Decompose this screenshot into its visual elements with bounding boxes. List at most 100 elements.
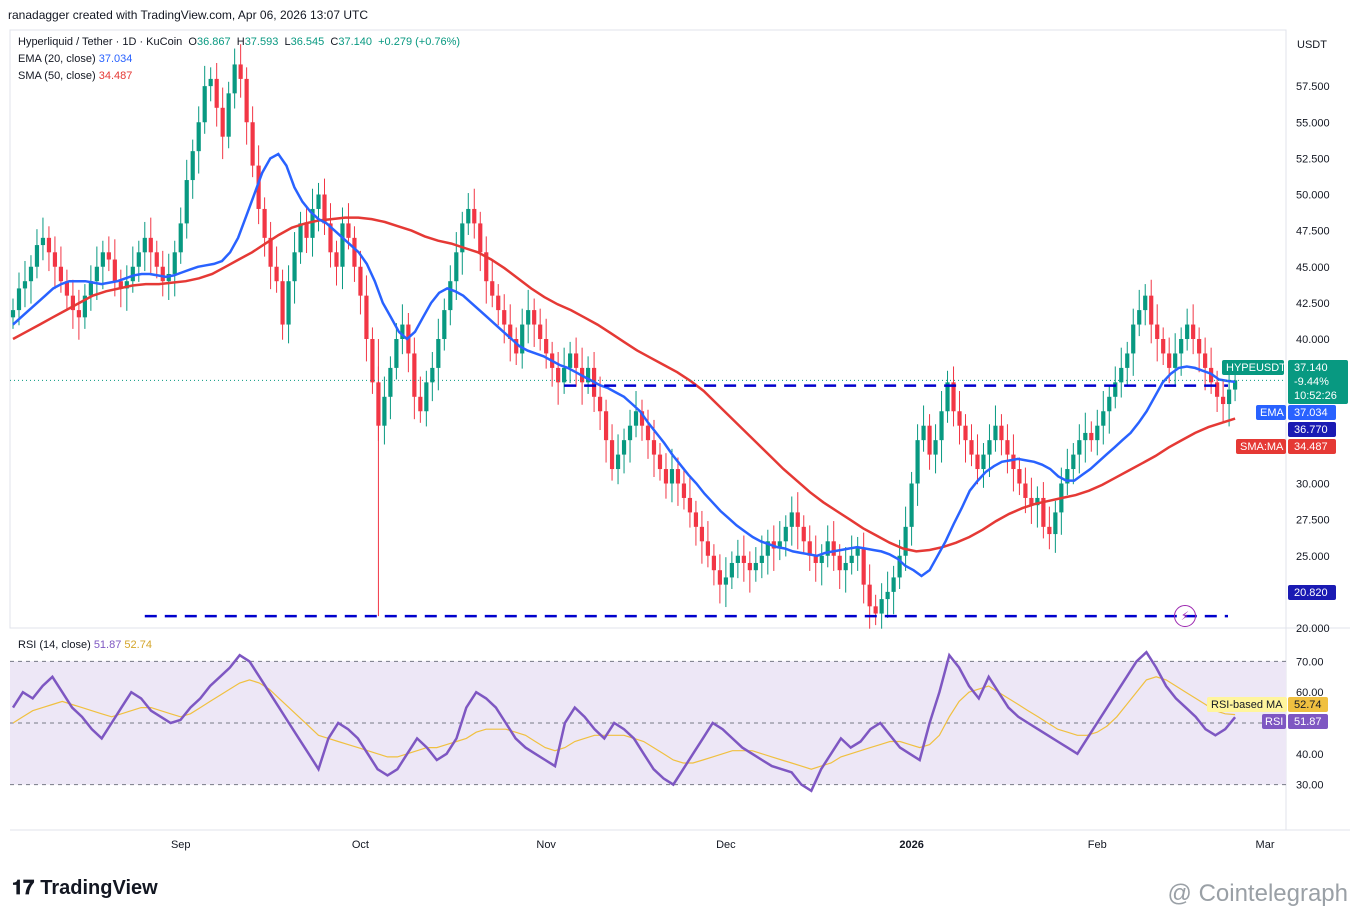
- candle-body: [999, 425, 1004, 441]
- price-tick-label: 45.000: [1296, 262, 1330, 274]
- candle-body: [861, 548, 866, 585]
- rsi-ma-value-tag-label: 52.74: [1294, 699, 1322, 711]
- sma-legend[interactable]: SMA (50, close) 34.487: [18, 70, 133, 82]
- candle-body: [16, 288, 22, 311]
- ema-value-tag-label: 37.034: [1294, 407, 1328, 419]
- candle-body: [633, 411, 639, 426]
- price-pane-frame: [9, 29, 1287, 629]
- candle-body: [58, 266, 64, 282]
- candle-body: [10, 310, 16, 318]
- candle-body: [424, 382, 429, 412]
- candle-body: [981, 454, 986, 470]
- candle-body: [334, 252, 339, 267]
- candle-body: [639, 411, 645, 426]
- rsi-ma-name-tag-label: RSI-based MA: [1211, 699, 1283, 711]
- candle-body: [82, 295, 87, 318]
- ema-legend[interactable]: EMA (20, close) 37.034: [18, 53, 133, 65]
- candle-body: [304, 223, 309, 238]
- candle-body: [400, 324, 405, 339]
- rsi-value-tag: [1288, 714, 1328, 729]
- price-tag-value: 37.140: [1294, 362, 1328, 374]
- candle-body: [789, 512, 794, 527]
- candle-body: [1215, 382, 1220, 397]
- candle-body: [244, 78, 249, 123]
- candle-body: [1226, 389, 1232, 405]
- price-tick-label: 52.500: [1296, 153, 1330, 165]
- candle-body: [490, 281, 495, 296]
- candle-body: [843, 562, 848, 571]
- candle-body: [819, 555, 824, 563]
- symbol-label[interactable]: Hyperliquid / Tether · 1D · KuCoin: [18, 36, 183, 48]
- cointelegraph-watermark: @ Cointelegraph: [1167, 880, 1348, 907]
- candle-body: [1089, 432, 1094, 441]
- candle-body: [669, 469, 675, 484]
- tradingview-brand: TradingView: [40, 877, 158, 899]
- time-tick-label: Dec: [716, 839, 736, 851]
- candle-body: [585, 367, 591, 383]
- currency-label: USDT: [1297, 39, 1327, 51]
- candle-body: [1149, 295, 1154, 325]
- candle-body: [1107, 396, 1112, 412]
- candle-body: [939, 411, 944, 441]
- candle-body: [28, 266, 34, 282]
- candle-body: [975, 454, 980, 470]
- candle-body: [88, 281, 93, 296]
- candle-body: [933, 440, 938, 455]
- candle-body: [855, 548, 860, 556]
- candle-body: [921, 425, 926, 441]
- candle-body: [160, 266, 165, 282]
- time-tick-label: 2026: [899, 839, 923, 851]
- candle-body: [370, 339, 375, 383]
- candle-body: [94, 266, 99, 282]
- candle-body: [711, 555, 716, 571]
- price-tick-label: 47.500: [1296, 226, 1330, 238]
- candle-body: [969, 440, 974, 455]
- candle-body: [514, 339, 519, 354]
- candle-body: [196, 122, 201, 152]
- candle-body: [987, 440, 992, 455]
- candle-body: [316, 194, 321, 209]
- candle-body: [250, 122, 255, 166]
- lightning-icon[interactable]: ⚡: [1174, 605, 1196, 627]
- candle-body: [1155, 324, 1160, 339]
- rsi-ma-line: [12, 676, 1236, 770]
- lower-level-tag-label: 20.820: [1294, 587, 1328, 599]
- candle-body: [825, 541, 830, 556]
- time-tick-label: Oct: [352, 839, 369, 851]
- candle-body: [112, 259, 117, 282]
- price-tick-label: 50.000: [1296, 190, 1330, 202]
- candle-body: [70, 295, 75, 311]
- candle-body: [873, 606, 878, 614]
- candle-body: [951, 382, 956, 412]
- candle-body: [184, 180, 189, 224]
- candle-body: [1113, 382, 1118, 397]
- candle-body: [1029, 497, 1034, 506]
- tradingview-logo[interactable]: 𝟏𝟕 TradingView: [12, 877, 158, 900]
- rsi-legend[interactable]: RSI (14, close) 51.87 52.74: [18, 639, 152, 651]
- candle-body: [627, 425, 633, 441]
- candle-body: [430, 367, 435, 383]
- candle-body: [897, 555, 902, 578]
- candle-body: [136, 252, 141, 267]
- candle-body: [1101, 411, 1106, 426]
- candle-body: [472, 208, 477, 224]
- change-value: +0.279 (+0.76%): [378, 36, 461, 48]
- candle-body: [268, 237, 273, 267]
- ema20-line: [12, 152, 1236, 578]
- upper-level-tag-label: 36.770: [1294, 424, 1328, 436]
- candle-body: [753, 562, 758, 571]
- ema-name-tag: [1256, 405, 1286, 420]
- candle-body: [879, 599, 884, 614]
- candle-body: [130, 266, 135, 282]
- low-value: 36.545: [290, 36, 325, 48]
- rsi-ma-legend-value: 52.74: [124, 639, 152, 651]
- price-legend: Hyperliquid / Tether · 1D · KuCoin O36.8…: [18, 36, 461, 48]
- candle-body: [891, 577, 896, 592]
- price-tick-label: 40.000: [1296, 334, 1330, 346]
- candle-body: [118, 281, 123, 289]
- candle-body: [364, 295, 369, 339]
- candle-body: [807, 541, 812, 556]
- candle-body: [436, 339, 441, 368]
- candle-body: [1017, 469, 1022, 484]
- candle-body: [394, 339, 399, 368]
